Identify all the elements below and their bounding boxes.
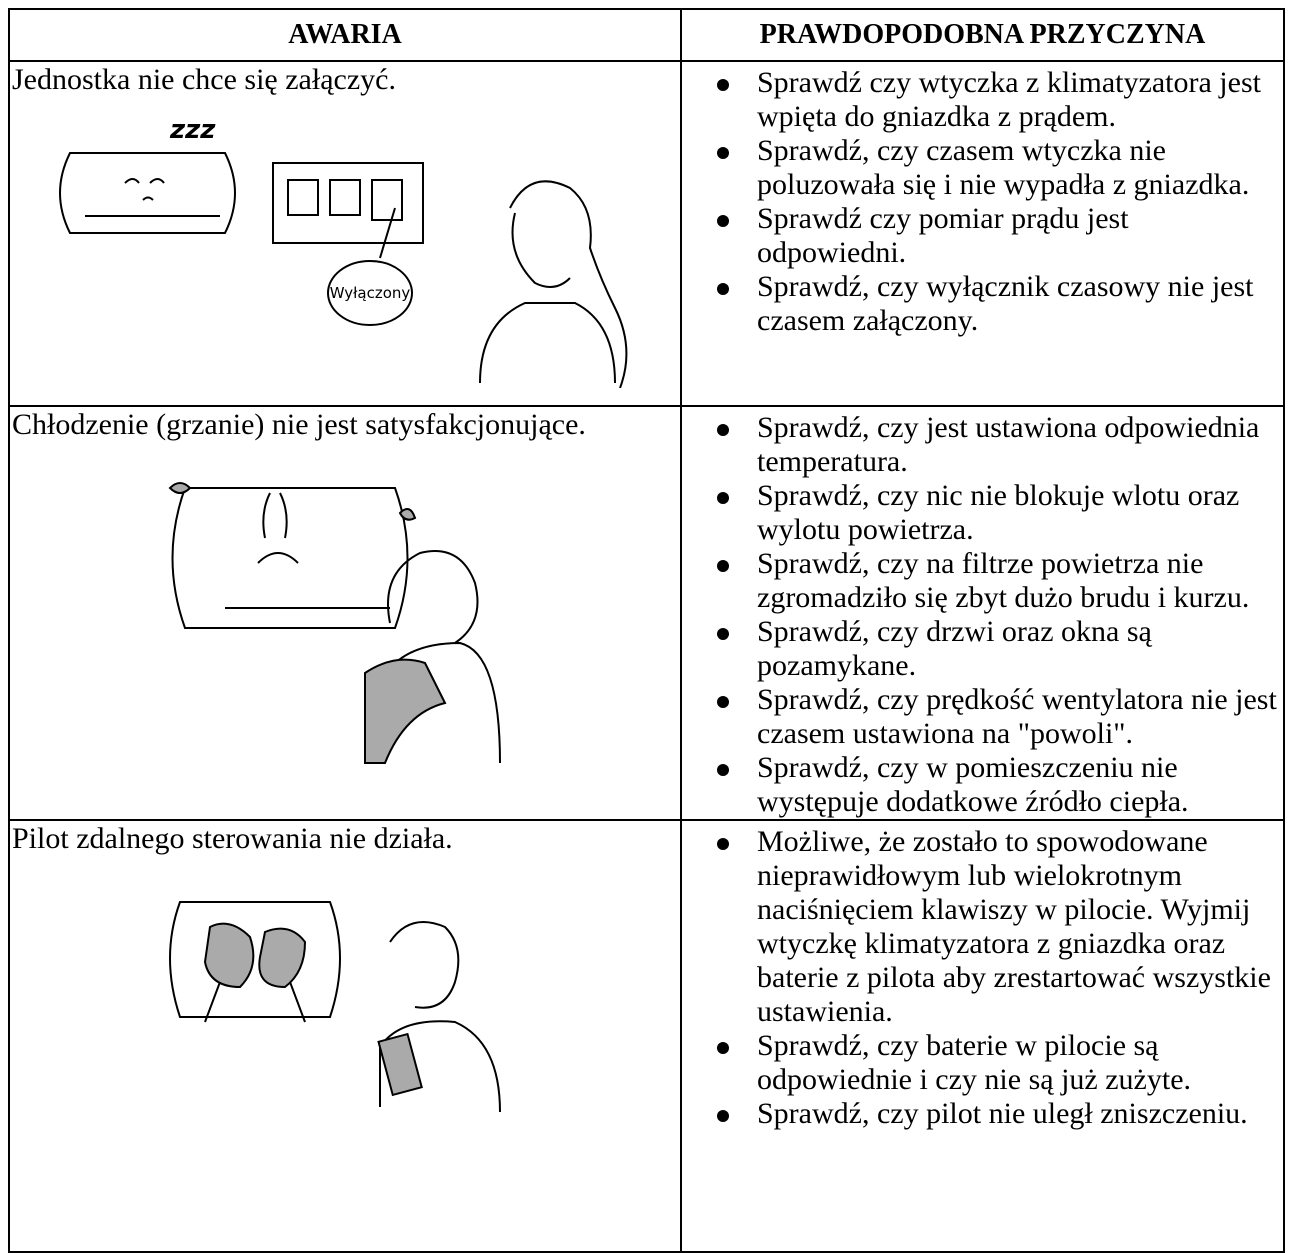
illustration (168, 482, 501, 764)
header-cell: AWARIA (8, 8, 682, 62)
problem-text: Chłodzenie (grzanie) nie jest satysfakcj… (12, 408, 586, 441)
problem-cell: Pilot zdalnego sterowania nie działa. (8, 819, 682, 1253)
cause-item: Sprawdź, czy nic nie blokuje wlotu oraz … (717, 479, 1283, 547)
causes-cell: Możliwe, że zostało to spowodowane niepr… (680, 819, 1285, 1253)
causes-cell: Sprawdź, czy jest ustawiona odpowiednia … (680, 405, 1285, 821)
header-cell: PRAWDOPODOBNA PRZYCZYNA (680, 8, 1285, 62)
problem-text: Jednostka nie chce się załączyć. (12, 63, 396, 96)
causes-list: Możliwe, że zostało to spowodowane niepr… (682, 825, 1283, 1131)
switch-label: Wyłączony (330, 284, 411, 302)
cause-item: Sprawdź, czy wyłącznik czasowy nie jest … (717, 270, 1283, 338)
cause-item: Sprawdź czy wtyczka z klimatyzatora jest… (717, 66, 1283, 134)
sleep-label: zzz (169, 115, 216, 145)
problem-cell: Chłodzenie (grzanie) nie jest satysfakcj… (8, 405, 682, 821)
cause-item: Sprawdź, czy pilot nie uległ zniszczeniu… (717, 1097, 1283, 1131)
cause-item: Możliwe, że zostało to spowodowane niepr… (717, 825, 1283, 1029)
problem-cell: Jednostka nie chce się załączyć. zzz Wył… (8, 60, 682, 407)
problem-text: Pilot zdalnego sterowania nie działa. (12, 822, 453, 855)
illustration (169, 901, 501, 1113)
cause-item: Sprawdź, czy w pomieszczeniu nie występu… (717, 751, 1283, 819)
cause-item: Sprawdź, czy drzwi oraz okna są pozamyka… (717, 615, 1283, 683)
troubleshooting-table: AWARIA PRAWDOPODOBNA PRZYCZYNA Jednostka… (8, 8, 1285, 1253)
cause-item: Sprawdź, czy na filtrze powietrza nie zg… (717, 547, 1283, 615)
cause-item: Sprawdź, czy czasem wtyczka nie poluzowa… (717, 134, 1283, 202)
cause-item: Sprawdź, czy prędkość wentylatora nie je… (717, 683, 1283, 751)
illustration: zzz Wyłączony (59, 115, 628, 388)
page: AWARIA PRAWDOPODOBNA PRZYCZYNA Jednostka… (8, 8, 1285, 1253)
causes-list: Sprawdź, czy jest ustawiona odpowiednia … (682, 411, 1283, 819)
cause-item: Sprawdź, czy baterie w pilocie są odpowi… (717, 1029, 1283, 1097)
cause-item: Sprawdź, czy jest ustawiona odpowiednia … (717, 411, 1283, 479)
causes-cell: Sprawdź czy wtyczka z klimatyzatora jest… (680, 60, 1285, 407)
cause-item: Sprawdź czy pomiar prądu jest odpowiedni… (717, 202, 1283, 270)
causes-list: Sprawdź czy wtyczka z klimatyzatora jest… (682, 66, 1283, 338)
